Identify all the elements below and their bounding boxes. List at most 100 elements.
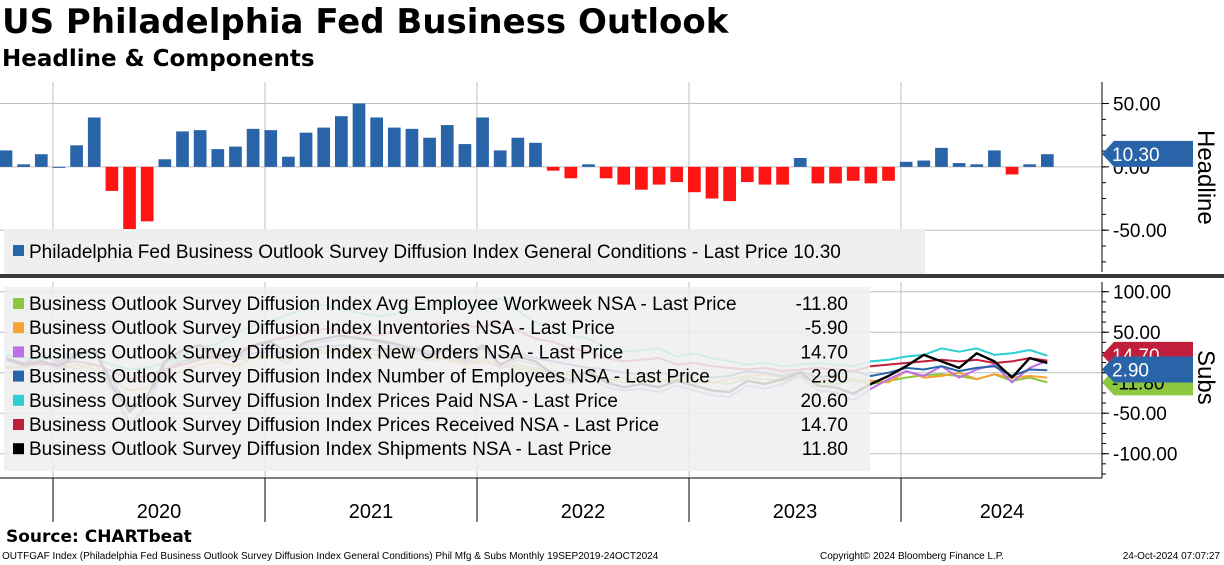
headline-bar [493, 150, 507, 167]
headline-bar [688, 166, 701, 193]
headline-bar [299, 132, 313, 167]
headline-bar [882, 166, 895, 181]
legend-label: Business Outlook Survey Diffusion Index … [29, 294, 737, 315]
headline-bar [829, 166, 842, 184]
legend-label: Business Outlook Survey Diffusion Index … [29, 415, 659, 436]
headline-bar [811, 166, 825, 184]
legend-swatch [13, 298, 24, 309]
headline-bar [34, 154, 48, 167]
headline-bar [740, 166, 754, 183]
legend-swatch [13, 394, 24, 406]
x-tick-label: 2020 [137, 501, 182, 523]
headline-bar [599, 166, 613, 179]
x-tick-label: 2021 [349, 501, 394, 523]
legend-last-price: -5.90 [805, 318, 848, 339]
y-tick-label: -50.00 [1113, 404, 1167, 425]
legend-label: Business Outlook Survey Diffusion Index … [29, 318, 615, 339]
legend-last-price: -11.80 [796, 294, 848, 315]
headline-bar [776, 166, 789, 185]
legend-label: Business Outlook Survey Diffusion Index … [29, 439, 612, 460]
x-tick-label: 2022 [561, 501, 606, 523]
last-value-tag [1102, 140, 1193, 167]
headline-bar [652, 166, 666, 185]
headline-bar [952, 163, 966, 167]
panel-label-subs: Subs [1192, 350, 1219, 405]
headline-bar [17, 164, 30, 167]
headline-bar [176, 131, 189, 167]
headline-bar [193, 130, 207, 167]
legend-label: Business Outlook Survey Diffusion Index … [29, 391, 618, 412]
legend-swatch [13, 443, 24, 455]
headline-bar [758, 166, 772, 185]
headline-bar [476, 117, 489, 167]
last-value-tag [1102, 356, 1193, 383]
headline-bar [317, 127, 331, 167]
headline-bar [635, 166, 648, 190]
x-tick-label: 2023 [773, 501, 818, 523]
headline-bar [1005, 166, 1019, 175]
footer-timestamp: 24-Oct-2024 07:07:27 [1122, 551, 1220, 562]
headline-bar [423, 137, 436, 167]
headline-bar [670, 166, 684, 183]
headline-bar [405, 128, 419, 167]
legend-swatch [13, 419, 24, 430]
legend-label: Philadelphia Fed Business Outlook Survey… [29, 242, 841, 263]
page-subtitle: Headline & Components [2, 46, 315, 72]
headline-bar [899, 161, 913, 167]
y-tick-label: 100.00 [1113, 283, 1171, 304]
legend-swatch [13, 370, 24, 382]
legend-background [4, 229, 925, 274]
headline-bar [511, 137, 525, 167]
last-value-tag-text: 2.90 [1112, 360, 1149, 381]
headline-bar [846, 166, 860, 181]
legend-last-price: 14.70 [800, 342, 848, 363]
headline-bar [917, 160, 931, 167]
headline-bar [617, 166, 631, 185]
headline-bar [705, 166, 719, 199]
headline-bar [387, 127, 401, 167]
headline-bar [370, 117, 383, 167]
headline-bar [582, 164, 595, 167]
headline-bar [211, 149, 225, 167]
legend-label: Business Outlook Survey Diffusion Index … [29, 367, 710, 388]
y-tick-label: 50.00 [1113, 323, 1161, 344]
legend-last-price: 2.90 [811, 367, 848, 388]
headline-bar [1041, 154, 1054, 167]
headline-bar [282, 156, 295, 167]
headline-bar [970, 164, 984, 167]
headline-bar [140, 166, 154, 222]
legend-background [4, 287, 870, 471]
footer-copyright: Copyright© 2024 Bloomberg Finance L.P. [820, 551, 1004, 562]
headline-bar [229, 146, 242, 167]
legend-last-price: 11.80 [802, 439, 848, 460]
headline-bar [123, 166, 136, 240]
headline-bar [723, 166, 736, 202]
headline-bar [352, 103, 366, 167]
last-value-tag-text: 10.30 [1112, 145, 1160, 166]
legend-swatch [13, 346, 24, 358]
headline-bar [0, 150, 13, 167]
legend-label: Business Outlook Survey Diffusion Index … [29, 342, 623, 363]
y-tick-label: -50.00 [1113, 221, 1167, 242]
legend-last-price: 14.70 [800, 415, 848, 436]
headline-bar [458, 144, 472, 167]
headline-bar [264, 130, 278, 167]
headline-bar [440, 125, 454, 167]
headline-bar [793, 158, 807, 167]
legend-last-price: 20.60 [800, 391, 848, 412]
x-tick-label: 2024 [980, 501, 1025, 523]
legend-swatch [13, 322, 24, 334]
legend-swatch [13, 245, 24, 256]
y-tick-label: -100.00 [1113, 445, 1177, 466]
page-title: US Philadelphia Fed Business Outlook [2, 2, 729, 42]
y-tick-label: 50.00 [1113, 95, 1161, 116]
headline-bar [529, 142, 542, 167]
headline-bar [564, 166, 578, 179]
headline-bar [335, 116, 348, 167]
chart-source: Source: CHARTbeat [6, 527, 192, 547]
headline-bar [70, 145, 83, 167]
headline-bar [158, 159, 172, 167]
headline-bar [87, 117, 101, 167]
headline-bar [1023, 164, 1037, 167]
